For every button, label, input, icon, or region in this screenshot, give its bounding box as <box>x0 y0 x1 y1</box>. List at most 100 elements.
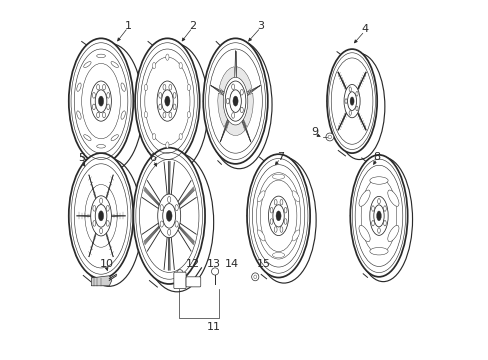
Text: 11: 11 <box>206 322 221 332</box>
Ellipse shape <box>168 112 171 118</box>
Ellipse shape <box>373 205 384 227</box>
Text: 4: 4 <box>360 24 367 35</box>
Ellipse shape <box>176 270 183 277</box>
Ellipse shape <box>106 104 109 110</box>
Ellipse shape <box>92 104 95 110</box>
Text: 5: 5 <box>78 153 84 163</box>
Ellipse shape <box>348 87 351 91</box>
Ellipse shape <box>257 230 264 241</box>
Ellipse shape <box>284 207 286 213</box>
Ellipse shape <box>229 90 241 112</box>
Ellipse shape <box>280 199 283 205</box>
Ellipse shape <box>106 93 109 98</box>
Ellipse shape <box>187 84 190 91</box>
Ellipse shape <box>223 77 247 125</box>
Ellipse shape <box>276 211 281 221</box>
Text: 10: 10 <box>99 259 113 269</box>
Ellipse shape <box>358 190 369 206</box>
FancyBboxPatch shape <box>185 277 201 287</box>
Polygon shape <box>226 114 244 135</box>
Ellipse shape <box>274 227 277 232</box>
Ellipse shape <box>163 84 165 90</box>
Ellipse shape <box>251 273 258 281</box>
Ellipse shape <box>274 199 277 205</box>
Ellipse shape <box>106 221 109 226</box>
Ellipse shape <box>358 225 369 242</box>
Ellipse shape <box>92 93 95 98</box>
Ellipse shape <box>240 89 243 95</box>
Ellipse shape <box>203 39 267 164</box>
Ellipse shape <box>349 155 407 277</box>
Ellipse shape <box>272 205 284 227</box>
Ellipse shape <box>326 49 376 153</box>
Polygon shape <box>217 93 230 127</box>
Text: 3: 3 <box>257 21 264 31</box>
Ellipse shape <box>135 39 199 164</box>
Ellipse shape <box>133 148 204 284</box>
Text: 6: 6 <box>149 153 156 163</box>
Ellipse shape <box>257 191 264 202</box>
Ellipse shape <box>159 104 162 110</box>
Circle shape <box>211 268 218 275</box>
Polygon shape <box>236 67 251 95</box>
Ellipse shape <box>111 135 118 141</box>
Text: 15: 15 <box>257 259 271 269</box>
Polygon shape <box>240 93 253 127</box>
Ellipse shape <box>93 221 96 226</box>
Text: 1: 1 <box>124 21 131 31</box>
Ellipse shape <box>179 62 182 69</box>
Ellipse shape <box>77 111 81 119</box>
Ellipse shape <box>269 207 272 213</box>
Ellipse shape <box>371 220 373 226</box>
Ellipse shape <box>231 113 234 118</box>
Ellipse shape <box>160 204 163 211</box>
Ellipse shape <box>344 85 359 118</box>
Ellipse shape <box>355 91 357 96</box>
Ellipse shape <box>152 62 155 69</box>
Ellipse shape <box>69 39 133 164</box>
Ellipse shape <box>97 54 105 58</box>
Ellipse shape <box>98 211 103 221</box>
Ellipse shape <box>159 93 162 98</box>
Ellipse shape <box>69 153 133 279</box>
Ellipse shape <box>77 83 81 91</box>
Ellipse shape <box>284 219 286 224</box>
Ellipse shape <box>383 206 386 211</box>
Ellipse shape <box>95 90 107 112</box>
Text: 7: 7 <box>276 152 284 162</box>
Ellipse shape <box>163 112 165 118</box>
Ellipse shape <box>97 112 100 118</box>
Text: 9: 9 <box>310 127 317 136</box>
Ellipse shape <box>100 228 102 234</box>
Ellipse shape <box>355 106 357 111</box>
Ellipse shape <box>348 111 351 115</box>
Ellipse shape <box>144 112 147 118</box>
Ellipse shape <box>102 84 105 90</box>
Ellipse shape <box>349 97 353 105</box>
Ellipse shape <box>272 252 284 257</box>
Ellipse shape <box>240 107 243 113</box>
Ellipse shape <box>158 194 180 238</box>
Ellipse shape <box>291 230 299 241</box>
Ellipse shape <box>93 206 96 211</box>
Ellipse shape <box>369 177 387 184</box>
Ellipse shape <box>144 84 147 91</box>
Ellipse shape <box>376 211 381 221</box>
Ellipse shape <box>152 134 155 140</box>
Ellipse shape <box>291 191 299 202</box>
Ellipse shape <box>168 84 171 90</box>
Ellipse shape <box>164 96 170 106</box>
Ellipse shape <box>157 81 177 121</box>
Ellipse shape <box>387 225 398 242</box>
Ellipse shape <box>175 221 178 227</box>
Polygon shape <box>219 67 234 95</box>
Ellipse shape <box>106 206 109 211</box>
Text: 8: 8 <box>373 152 380 162</box>
Ellipse shape <box>175 204 178 211</box>
Ellipse shape <box>369 247 387 255</box>
Ellipse shape <box>280 227 283 232</box>
Text: 12: 12 <box>185 259 199 269</box>
Ellipse shape <box>97 144 105 148</box>
FancyBboxPatch shape <box>174 272 185 289</box>
Ellipse shape <box>161 90 173 112</box>
